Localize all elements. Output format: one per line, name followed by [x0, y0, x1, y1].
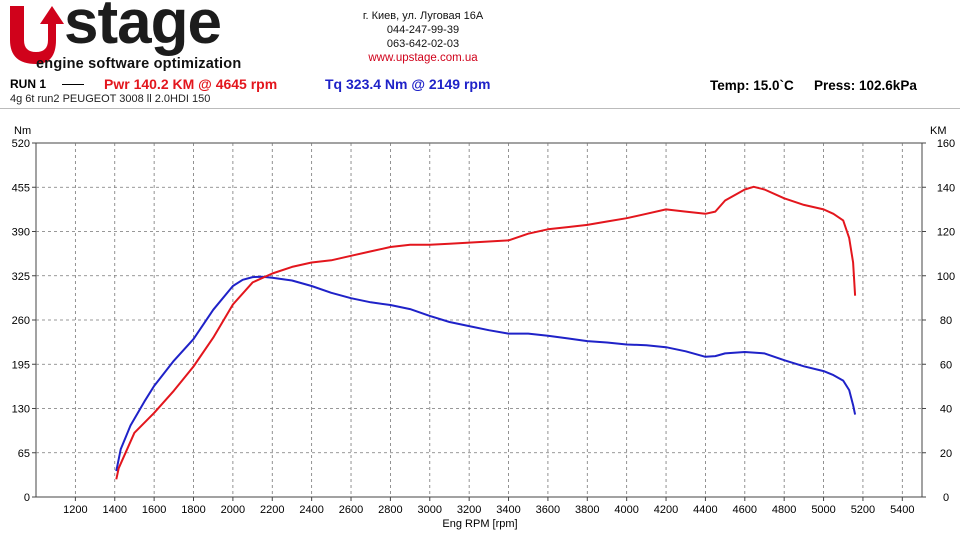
x-tick-label: 1400	[103, 504, 127, 516]
left-tick-label: 520	[12, 138, 30, 150]
left-tick-label: 325	[12, 271, 30, 283]
power-summary: Pwr 140.2 KM @ 4645 rpm	[104, 76, 278, 92]
series-group	[115, 185, 857, 480]
right-tick-label: 80	[940, 315, 952, 327]
right-tick-label: 100	[937, 271, 955, 283]
x-tick-label: 3400	[496, 504, 520, 516]
left-tick-label: 0	[24, 492, 30, 504]
x-tick-label: 4000	[614, 504, 638, 516]
x-tick-label: 2800	[378, 504, 402, 516]
left-tick-label: 130	[12, 404, 30, 416]
x-tick-label: 2200	[260, 504, 284, 516]
torque-curve	[115, 275, 857, 472]
x-tick-label: 4400	[693, 504, 717, 516]
x-tick-label: 1600	[142, 504, 166, 516]
x-tick-label: 2000	[221, 504, 245, 516]
torque-summary: Tq 323.4 Nm @ 2149 rpm	[325, 76, 491, 92]
left-tick-label: 455	[12, 182, 30, 194]
right-tick-label: 60	[940, 359, 952, 371]
run-label: RUN 1	[10, 77, 47, 91]
phone-1: 044-247-99-39	[386, 24, 460, 36]
logo-wordmark: stage	[64, 0, 222, 57]
left-tick-label: 260	[12, 315, 30, 327]
website-link[interactable]: www.upstage.com.ua	[368, 52, 478, 64]
logo-u-arrow-icon	[10, 6, 64, 64]
x-tick-label: 4600	[733, 504, 757, 516]
x-tick-label: 5200	[851, 504, 875, 516]
right-tick-label: 160	[937, 138, 955, 150]
x-axis-label: Eng RPM [rpm]	[442, 518, 517, 530]
grid	[36, 143, 922, 497]
right-tick-label: 140	[937, 182, 955, 194]
x-tick-label: 3000	[418, 504, 442, 516]
vehicle-description: 4g 6t run2 PEUGEOT 3008 ll 2.0HDI 150	[10, 93, 211, 105]
left-tick-label: 195	[12, 359, 30, 371]
x-tick-label: 2600	[339, 504, 363, 516]
right-axis-label: KM	[930, 125, 947, 137]
right-axis-ticks: 0 20 40 60 80 100 120 140 160	[922, 138, 955, 504]
right-tick-label: 20	[940, 448, 952, 460]
left-axis-ticks: 0 65 130 195 260 325 390 455 520	[12, 138, 36, 504]
phone-2: 063-642-02-03	[386, 38, 460, 50]
upstage-logo: stage engine software optimization	[6, 0, 306, 74]
run-legend-line	[62, 84, 84, 85]
header-divider	[0, 108, 960, 109]
x-tick-label: 5400	[890, 504, 914, 516]
pressure-readout: Press: 102.6kPa	[814, 78, 917, 93]
contact-block: г. Киев, ул. Луговая 16А 044-247-99-39 0…	[338, 9, 508, 65]
x-tick-label: 3800	[575, 504, 599, 516]
x-tick-label: 1200	[63, 504, 87, 516]
right-tick-label: 40	[940, 404, 952, 416]
x-tick-label: 3600	[536, 504, 560, 516]
right-tick-label: 0	[943, 492, 949, 504]
x-tick-label: 2400	[299, 504, 323, 516]
power-curve	[115, 185, 857, 480]
left-tick-label: 390	[12, 227, 30, 239]
left-tick-label: 65	[18, 448, 30, 460]
left-axis-label: Nm	[14, 125, 31, 137]
x-tick-label: 5000	[811, 504, 835, 516]
x-tick-label: 4200	[654, 504, 678, 516]
right-tick-label: 120	[937, 227, 955, 239]
logo-tagline: engine software optimization	[36, 56, 242, 72]
x-tick-label: 3200	[457, 504, 481, 516]
x-tick-label: 1800	[181, 504, 205, 516]
x-axis-ticks: 1200 1400 1600 1800 2000 2200 2400 2600 2800 3000…	[63, 497, 915, 516]
temperature-readout: Temp: 15.0`C	[710, 78, 794, 93]
dyno-chart: 1200 1400 1600 1800 2000 2200 2400 2600 2800 3000…	[12, 125, 956, 530]
x-tick-label: 4800	[772, 504, 796, 516]
address: г. Киев, ул. Луговая 16А	[362, 10, 484, 22]
